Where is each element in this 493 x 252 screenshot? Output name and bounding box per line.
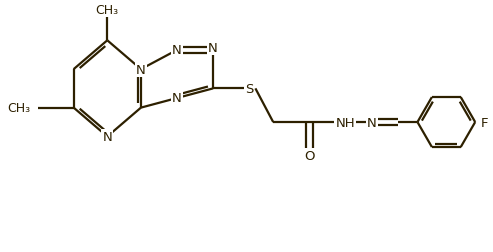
Text: NH: NH — [336, 116, 355, 129]
Text: S: S — [245, 83, 253, 96]
Text: N: N — [172, 44, 182, 57]
Text: F: F — [481, 116, 489, 129]
Text: O: O — [304, 150, 315, 163]
Text: N: N — [103, 131, 112, 143]
Text: N: N — [136, 64, 146, 76]
Text: N: N — [172, 92, 182, 105]
Text: N: N — [136, 64, 146, 76]
Text: N: N — [208, 42, 218, 55]
Text: N: N — [367, 116, 377, 129]
Text: CH₃: CH₃ — [96, 4, 119, 16]
Text: CH₃: CH₃ — [7, 102, 31, 115]
